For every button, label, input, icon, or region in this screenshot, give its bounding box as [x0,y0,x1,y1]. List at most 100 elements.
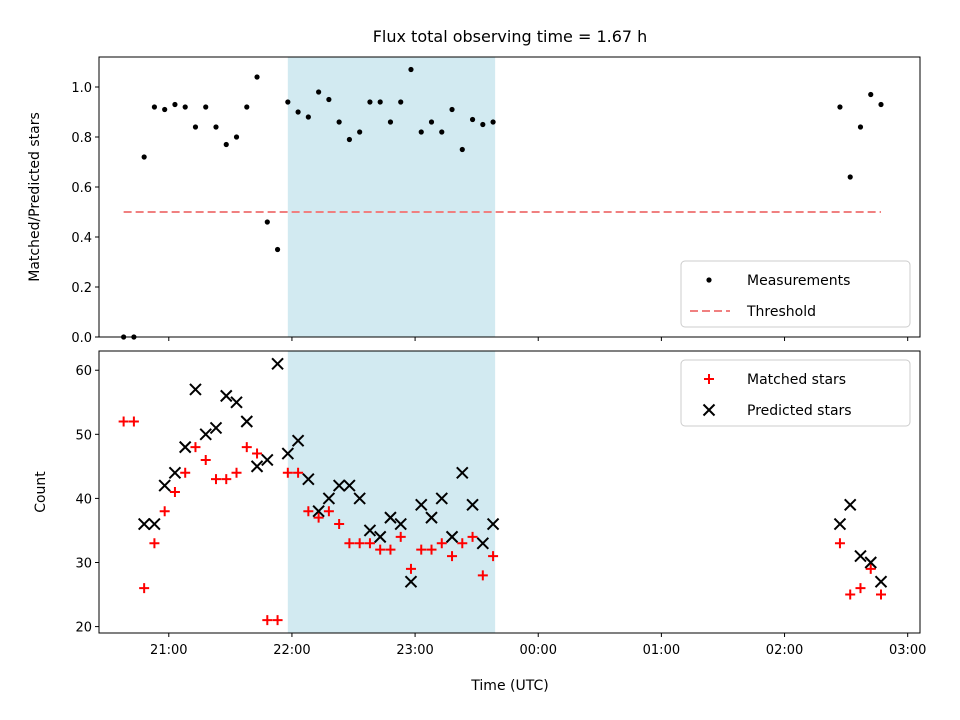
measurement-point [182,104,188,110]
matched-stars-point [488,551,499,562]
predicted-stars-point [353,492,366,505]
matched-stars-point [334,519,345,530]
matched-stars-point [845,589,856,600]
matched-stars-point [354,538,365,549]
matched-stars-point [426,544,437,555]
measurement-point [172,101,178,108]
measurement-point [305,114,311,120]
predicted-stars-point [312,505,325,518]
predicted-stars-point [833,517,847,531]
predicted-stars-point [209,421,223,435]
measurement-point [847,174,853,180]
legend-matched-swatch [704,374,714,384]
predicted-stars-point [486,517,500,531]
measurement-point [213,124,219,130]
matched-stars-point [293,467,304,478]
observing-window-shade [287,351,496,633]
x-tick-label: 02:00 [766,643,803,658]
x-tick-label: 21:00 [150,643,187,658]
measurement-point [192,124,199,130]
measurement-point [367,99,373,105]
bottom-panel: 20 30 40 50 60 21:00 22:00 23:00 00:00 01:00 02:00… [33,350,926,658]
matched-stars-point [221,474,232,485]
measurement-point [162,106,168,113]
y-tick-label: 30 [75,557,92,572]
measurement-point [387,119,394,125]
predicted-stars-point [199,428,212,441]
measurement-point [439,129,445,135]
matched-stars-point [467,531,478,542]
y-tick-label: 40 [75,492,92,507]
matched-stars-point [834,538,845,549]
x-tick-label: 03:00 [889,643,926,658]
y-tick-label: 0.2 [71,281,92,296]
predicted-stars-point [373,530,387,544]
legend-label: Threshold [746,304,816,320]
measurement-point [203,104,209,110]
predicted-stars-point [844,498,857,512]
predicted-stars-point [854,549,867,563]
matched-stars-point [180,467,191,478]
y-tick-label: 1.0 [71,81,92,96]
observing-window-shade [287,57,496,337]
predicted-stars-point [343,479,356,492]
matched-stars-point [128,416,139,427]
chart-title: Flux total observing time = 1.67 h [373,27,648,46]
predicted-stars-point [415,498,428,512]
legend: Matched stars Predicted stars [680,359,911,427]
measurement-point [285,99,291,105]
predicted-stars-point [220,389,233,403]
predicted-stars-point [291,434,305,447]
matched-stars-point [272,615,283,626]
matched-stars-point [200,454,211,465]
measurement-point [469,116,476,123]
matched-stars-point [190,442,201,453]
measurement-point [254,74,260,80]
measurement-point [408,66,414,73]
measurement-point [418,129,424,135]
y-tick-label: 50 [75,428,92,443]
legend-label: Matched stars [747,372,846,388]
predicted-stars-point [302,472,315,486]
measurement-point [449,106,455,113]
predicted-stars-point [476,537,490,550]
x-tick-label: 01:00 [643,643,680,658]
matched-stars-point [323,506,334,517]
matched-stars-point [855,583,866,594]
matched-stars-point [865,563,876,574]
measurement-point [490,119,496,125]
y-tick-label: 0.4 [71,231,92,246]
matched-stars-point [210,474,221,485]
matched-stars-point [447,551,458,562]
y-tick-label: 20 [75,621,92,636]
predicted-stars-point [168,466,182,479]
matched-stars-point [159,506,170,517]
y-tick-label: 0.0 [71,331,92,346]
top-panel: 0.0 0.2 0.4 0.6 0.8 1.0 Matched/Predicted star… [27,56,921,346]
y-axis-label: Matched/Predicted stars [27,112,43,282]
matched-stars-point [416,544,427,555]
predicted-stars-point [250,460,264,473]
x-tick-label: 00:00 [520,643,557,658]
x-tick-label: 22:00 [273,643,310,658]
measurement-point [480,121,486,128]
legend-box [680,359,911,427]
measurement-point [868,91,874,98]
predicted-stars-point [230,396,243,409]
measurement-point [233,134,240,140]
matched-stars-point [876,589,887,600]
predicted-stars-point [271,357,284,371]
predicted-stars-point [363,524,377,537]
axes-frame [98,350,921,634]
matched-stars-point [149,538,160,549]
predicted-stars-point [456,466,469,479]
legend: Measurements Threshold [680,260,911,328]
matched-stars-point [169,487,180,497]
legend-label: Predicted stars [747,403,852,419]
predicted-stars-point [466,498,479,512]
measurement-point [398,99,404,105]
measurement-point [151,104,158,110]
measurement-point [336,119,342,125]
matched-stars-point [457,538,468,549]
